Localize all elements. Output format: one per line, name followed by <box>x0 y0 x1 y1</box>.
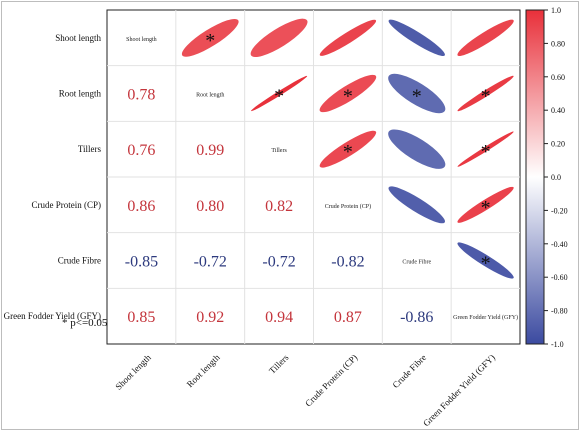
correlation-value: 0.99 <box>196 142 224 159</box>
colorbar-tick-label: 0.20 <box>551 140 565 149</box>
significance-star: * <box>412 86 422 108</box>
significance-star: * <box>205 30 215 52</box>
correlation-ellipse <box>457 75 514 112</box>
colorbar-tick-label: 0.0 <box>551 173 561 182</box>
correlation-ellipse <box>319 19 377 56</box>
correlation-ellipse <box>319 130 377 168</box>
correlation-ellipse <box>181 18 239 57</box>
correlation-value: 0.82 <box>265 198 293 215</box>
row-label: Green Fodder Yield (GFY) <box>4 311 101 321</box>
correlation-ellipse <box>319 74 377 113</box>
correlation-value: -0.85 <box>125 254 158 271</box>
significance-star: * <box>481 197 491 219</box>
diagonal-label: Green Fodder Yield (GFY) <box>453 314 518 321</box>
correlation-value: 0.85 <box>127 309 155 326</box>
correlation-value: 0.92 <box>196 309 224 326</box>
significance-star: * <box>481 86 491 108</box>
colorbar-tick-label: 1.0 <box>551 6 561 15</box>
row-label: Tillers <box>78 144 102 154</box>
correlation-value: 0.80 <box>196 198 224 215</box>
row-label: Crude Fibre <box>58 256 101 266</box>
column-label: Crude Protein (CP) <box>303 352 359 408</box>
cells: Shoot length * 0.78 Root length * * * * 0.76 0.99… <box>125 18 518 326</box>
colorbar-gradient <box>525 9 545 345</box>
correlation-ellipse <box>388 73 446 114</box>
correlation-value: -0.72 <box>262 254 295 271</box>
colorbar-tick-label: 0.40 <box>551 106 565 115</box>
diagonal-label: Root length <box>196 93 224 99</box>
colorbar-tick-label: -0.40 <box>551 240 568 249</box>
correlation-ellipse <box>251 75 308 112</box>
correlation-ellipse <box>250 18 308 57</box>
column-label: Tillers <box>267 352 291 376</box>
column-label: Green Fodder Yield (GFY) <box>421 352 497 428</box>
correlation-value: -0.72 <box>194 254 227 271</box>
column-label: Shoot length <box>113 352 153 392</box>
row-label: Root length <box>59 89 102 99</box>
significance-star: * <box>481 253 491 275</box>
correlation-ellipse <box>457 131 514 167</box>
correlation-value: 0.86 <box>127 198 155 215</box>
colorbar-tick-label: 0.80 <box>551 39 565 48</box>
correlation-ellipse <box>457 242 514 279</box>
correlation-value: -0.86 <box>400 309 433 326</box>
colorbar-tick-label: -1.0 <box>551 340 564 349</box>
correlation-ellipse <box>388 129 446 169</box>
colorbar: 1.0 0.80 0.60 0.40 0.20 0.0 -0.20 -0.40 -0.60 -0.… <box>525 6 568 349</box>
significance-star: * <box>481 141 491 163</box>
colorbar-tick-label: -0.60 <box>551 273 568 282</box>
significance-star: * <box>343 141 353 163</box>
column-label: Crude Fibre <box>391 352 429 390</box>
significance-star: * <box>343 86 353 108</box>
correlation-ellipse <box>457 19 514 56</box>
colorbar-tick-label: 0.60 <box>551 73 565 82</box>
significance-star: * <box>274 86 284 108</box>
colorbar-tick-label: -0.20 <box>551 206 568 215</box>
significance-note: * p<=0.05 <box>62 317 108 329</box>
diagonal-label: Tillers <box>271 148 287 154</box>
column-label: Root length <box>185 352 222 389</box>
row-label: Shoot length <box>55 33 101 43</box>
correlation-value: -0.82 <box>331 254 364 271</box>
correlation-value: 0.78 <box>127 87 155 104</box>
correlation-ellipse <box>388 186 446 224</box>
colorbar-tick-label: -0.80 <box>551 307 568 316</box>
diagonal-label: Crude Protein (CP) <box>325 203 371 210</box>
correlation-value: 0.87 <box>334 309 362 326</box>
diagonal-label: Shoot length <box>126 37 157 43</box>
correlation-ellipse <box>388 19 445 56</box>
correlation-value: 0.94 <box>265 309 293 326</box>
correlation-ellipse <box>457 186 514 223</box>
grid <box>106 9 521 345</box>
correlation-value: 0.76 <box>127 142 155 159</box>
diagonal-label: Crude Fibre <box>402 260 431 266</box>
row-label: Crude Protein (CP) <box>32 200 102 210</box>
